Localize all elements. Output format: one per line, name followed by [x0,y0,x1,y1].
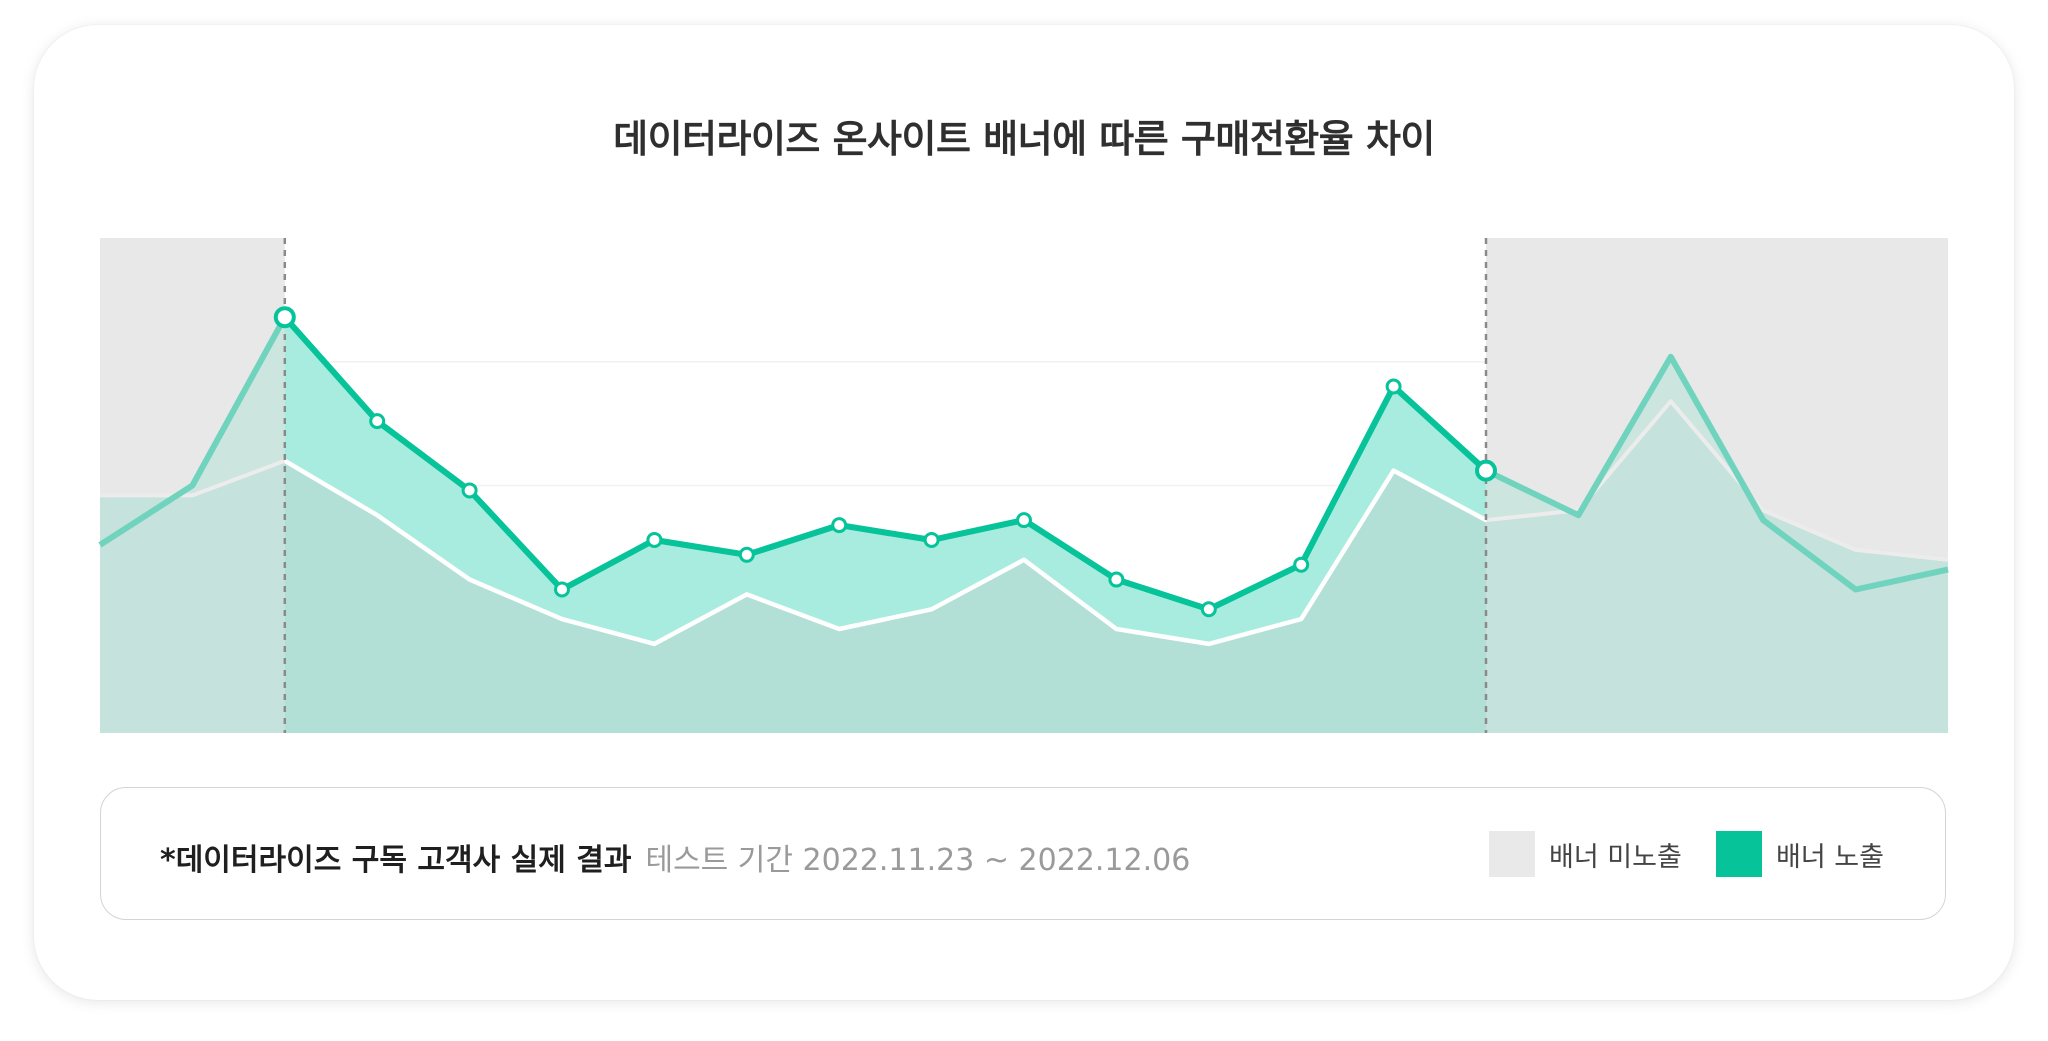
legend-swatch-banner-off [1489,831,1535,877]
footnote: *데이터라이즈 구독 고객사 실제 결과 테스트 기간 2022.11.23 ~ … [160,835,1190,879]
data-point-banner-on-7 [738,546,755,563]
footnote-main: *데이터라이즈 구독 고객사 실제 결과 [160,843,632,878]
line-banner-off [284,458,1486,647]
data-point-banner-on-13 [1293,556,1310,573]
data-point-banner-on-14 [1385,378,1402,395]
legend-item-banner-on: 배너 노출 [1716,831,1884,877]
data-point-banner-on-15 [1475,459,1497,482]
legend-label-banner-on: 배너 노출 [1776,841,1884,873]
data-point-banner-on-3 [369,413,386,430]
legend-item-banner-off: 배너 미노출 [1489,831,1682,877]
legend-swatch-banner-on [1716,831,1762,877]
data-point-banner-on-8 [831,517,848,534]
area-banner-off-highlight [284,460,1486,733]
data-point-banner-on-6 [646,531,663,548]
footer-panel [100,787,1946,920]
data-point-banner-on-2 [273,306,296,329]
legend-label-banner-off: 배너 미노출 [1549,841,1682,873]
data-point-banner-on-4 [461,482,478,499]
data-point-banner-on-11 [1108,571,1125,588]
data-point-banner-on-12 [1200,601,1217,618]
data-point-banner-on-9 [923,531,940,548]
data-point-banner-on-10 [1016,512,1032,529]
chart-title: 데이터라이즈 온사이트 배너에 따른 구매전환율 차이 [613,117,1435,161]
right-shade-overlay [1486,238,1948,733]
footnote-period: 테스트 기간 2022.11.23 ~ 2022.12.06 [645,843,1191,878]
data-point-banner-on-5 [554,581,570,598]
